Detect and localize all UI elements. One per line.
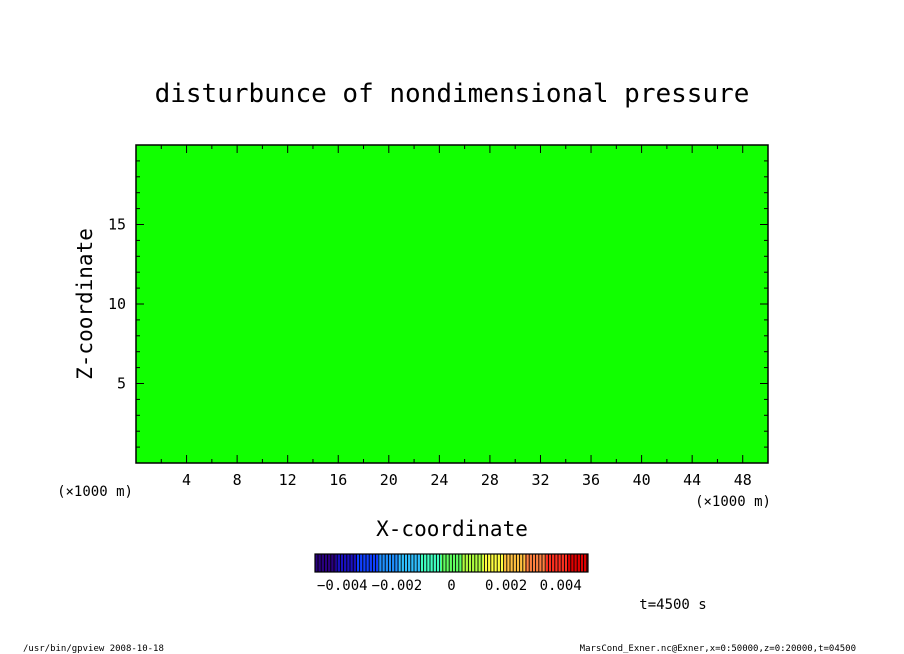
x-tick-label: 4 [182,471,191,489]
x-tick-label: 48 [734,471,752,489]
y-tick-label: 10 [108,295,126,313]
colorbar: −0.004 −0.002 0 0.002 0.004 [314,553,589,594]
plot-frame [135,144,769,464]
colorbar-tick-label: −0.002 [372,578,423,594]
colorbar-tick-label: 0.002 [485,578,527,594]
y-tick-label: 5 [117,375,126,393]
colorbar-segment [567,554,589,572]
x-tick-label: 36 [582,471,600,489]
x-tick-label: 16 [329,471,347,489]
footer-left: /usr/bin/gpview 2008-10-18 [23,644,164,654]
footer-right: MarsCond_Exner.nc@Exner,x=0:50000,z=0:20… [580,644,856,654]
chart-title: disturbunce of nondimensional pressure [155,79,750,109]
x-tick-label: 20 [380,471,398,489]
x-axis-label: X-coordinate [376,517,528,541]
colorbar-segment [441,554,463,572]
x-ticks: 4 8 12 16 20 24 28 32 36 40 44 48 [160,145,752,489]
x-tick-label: 32 [531,471,549,489]
x-tick-label: 12 [279,471,297,489]
colorbar-tick-label: 0 [447,578,455,594]
time-label: t=4500 s [639,597,706,613]
y-ticks: 5 10 15 [108,160,768,448]
colorbar-segment [504,554,526,572]
x-tick-label: 44 [683,471,701,489]
colorbar-tick-label: 0.004 [540,578,582,594]
colorbar-frame [314,553,589,573]
y-tick-label: 15 [108,216,126,234]
x-tick-label: 28 [481,471,499,489]
y-axis-label: Z-coordinate [73,228,97,380]
x-tick-label: 8 [233,471,242,489]
x-tick-label: 24 [430,471,448,489]
colorbar-tick-label: −0.004 [317,578,368,594]
x-unit-label: (×1000 m) [695,494,771,510]
plot-field [136,145,768,463]
x-tick-label: 40 [633,471,651,489]
y-unit-label: (×1000 m) [57,484,133,500]
